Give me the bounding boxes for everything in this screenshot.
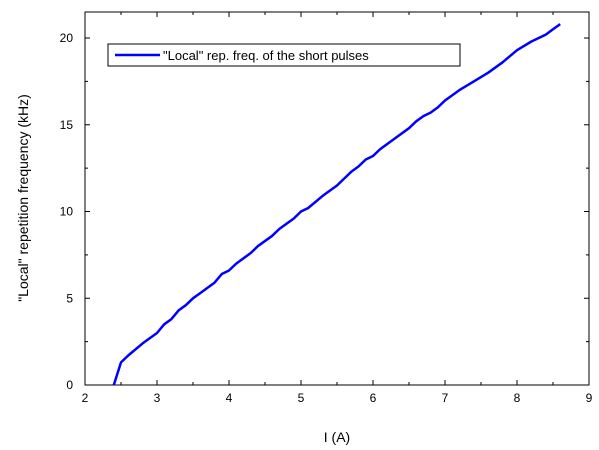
x-tick-label: 7 <box>442 391 449 405</box>
x-tick-label: 6 <box>370 391 377 405</box>
x-tick-label: 5 <box>298 391 305 405</box>
legend-box <box>107 43 461 67</box>
series-line <box>112 23 561 386</box>
x-tick-label: 4 <box>226 391 233 405</box>
legend-label: "Local" rep. freq. of the short pulses <box>163 48 369 63</box>
y-axis: 0 5 10 15 20 <box>60 31 589 392</box>
y-tick-label: 0 <box>66 378 73 392</box>
x-tick-label: 3 <box>154 391 161 405</box>
y-tick-label: 5 <box>66 291 73 305</box>
x-tick-label: 8 <box>514 391 521 405</box>
x-axis-title: I (A) <box>324 429 350 445</box>
x-tick-label: 2 <box>82 391 89 405</box>
y-tick-label: 15 <box>60 118 74 132</box>
y-tick-label: 10 <box>60 205 74 219</box>
y-tick-label: 20 <box>60 31 74 45</box>
legend: "Local" rep. freq. of the short pulses <box>107 43 461 67</box>
x-tick-label: 9 <box>586 391 593 405</box>
x-axis: 2 3 4 5 6 7 8 9 <box>82 12 593 405</box>
y-axis-title: "Local" repetition frequency (kHz) <box>15 94 31 302</box>
